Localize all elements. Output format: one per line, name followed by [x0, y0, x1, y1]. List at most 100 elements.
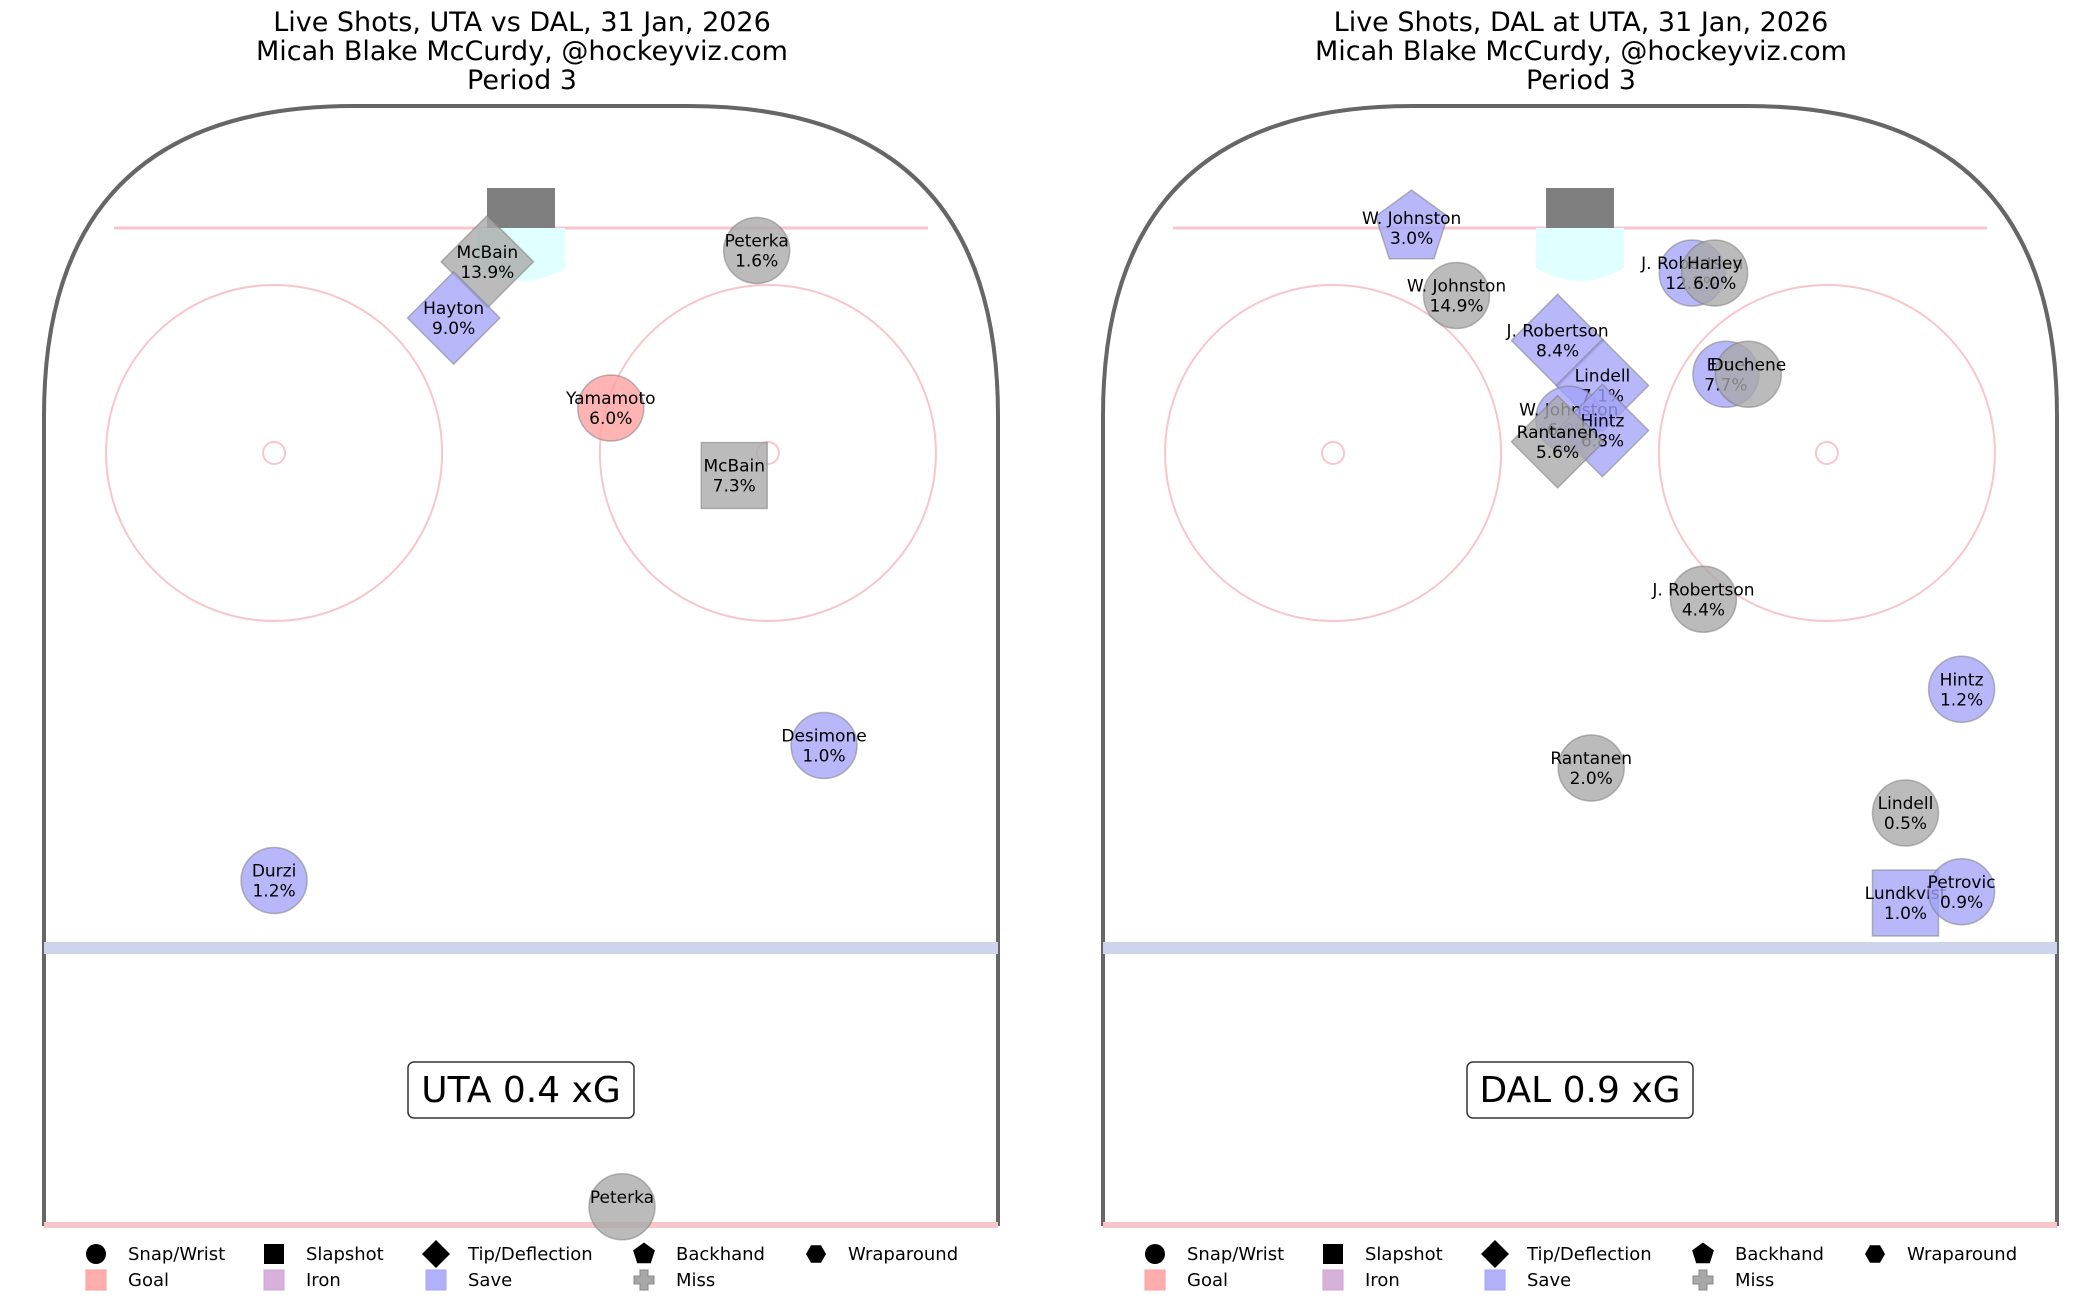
goal-net	[1546, 188, 1614, 228]
shot-circle	[1422, 261, 1491, 330]
faceoff-dot	[1321, 441, 1346, 465]
shot-player-label: Hintz	[1581, 412, 1625, 432]
shot-marker: Peterka	[588, 1173, 656, 1241]
shot-circle	[577, 374, 645, 442]
legend-label: Wraparound	[848, 1244, 958, 1265]
shot-player-label: J. Robertson	[1505, 322, 1608, 342]
left-legend: Snap/Wrist Slapshot Tip/Deflection Backhand…	[85, 1240, 958, 1291]
rink-boards	[42, 104, 1000, 1226]
right-chart-period: Period 3	[1526, 65, 1636, 96]
blue-line	[1103, 942, 2057, 954]
shot-player-label: Desimone	[781, 727, 866, 747]
square-icon	[264, 1244, 284, 1264]
shot-player-label: Lundkvist	[1865, 884, 1947, 904]
diamond-icon	[1481, 1240, 1509, 1268]
shot-xg-label: 4.4%	[1682, 600, 1725, 620]
shot-xg-label: 1.2%	[1940, 690, 1983, 710]
shot-circle	[588, 1173, 656, 1241]
shot-circle	[1927, 655, 1996, 723]
left-chart-subtitle: Micah Blake McCurdy, @hockeyviz.com	[256, 36, 788, 67]
rink-boards	[1101, 104, 2059, 1226]
shot-shape	[1374, 189, 1449, 260]
shot-player-label: Peterka	[590, 1188, 654, 1208]
shot-player-label: McBain	[457, 243, 519, 263]
shot-xg-label: 0.5%	[1884, 814, 1927, 834]
shot-xg-label: 1.6%	[735, 252, 778, 272]
shot-circle	[240, 846, 308, 915]
legend-label: Miss	[1735, 1270, 1774, 1291]
legend-label: Tip/Deflection	[467, 1244, 593, 1265]
left-shots: McBain13.9%Hayton9.0%Peterka1.6%Yamamoto…	[240, 214, 867, 1241]
shot-circle	[1927, 858, 1996, 926]
shot-player-label: Harley	[1687, 254, 1742, 274]
shot-xg-label: 7.3%	[713, 477, 756, 497]
hexagon-icon	[806, 1245, 826, 1263]
legend-label: Slapshot	[1365, 1244, 1443, 1265]
right-chart-title-block: Live Shots, DAL at UTA, 31 Jan, 2026 Mic…	[1081, 8, 2081, 95]
faceoff-dot	[1814, 441, 1839, 465]
diamond-icon	[422, 1240, 450, 1268]
goal-crease	[1536, 228, 1624, 281]
shot-player-label: McBain	[703, 457, 765, 477]
left-chart-title-block: Live Shots, UTA vs DAL, 31 Jan, 2026 Mic…	[22, 8, 1022, 95]
legend-label: Goal	[1187, 1270, 1228, 1291]
shot-player-label: Hayton	[423, 299, 484, 319]
shot-player-label: Peterka	[725, 232, 789, 252]
circle-icon	[86, 1244, 106, 1264]
square-icon	[263, 1269, 285, 1291]
center-red-line	[44, 1222, 998, 1228]
legend-label: Snap/Wrist	[128, 1244, 225, 1265]
shot-xg-label: 6.0%	[589, 409, 632, 429]
legend-label: Iron	[1365, 1270, 1400, 1291]
hexagon-icon	[1865, 1245, 1885, 1263]
shot-circle	[790, 711, 858, 780]
shot-circle	[1557, 734, 1625, 802]
faceoff-circle	[105, 284, 444, 622]
shot-xg-label: 8.4%	[1536, 342, 1579, 362]
shot-player-label: Lindell	[1575, 367, 1631, 387]
faceoff-dot	[262, 441, 287, 465]
right-legend: Snap/Wrist Slapshot Tip/Deflection Backhand…	[1144, 1240, 2017, 1291]
circle-icon	[1145, 1244, 1165, 1264]
square-icon	[1322, 1269, 1344, 1291]
legend-label: Backhand	[676, 1244, 765, 1265]
pentagon-icon	[633, 1242, 655, 1264]
shot-circle	[1714, 340, 1783, 408]
shot-player-label: Hintz	[1940, 670, 1984, 690]
left-chart-title: Live Shots, UTA vs DAL, 31 Jan, 2026	[273, 7, 771, 38]
center-red-line	[1103, 1222, 2057, 1228]
legend-label: Save	[1527, 1270, 1571, 1291]
shot-xg-label: 14.9%	[1430, 297, 1484, 317]
shot-shape	[1510, 394, 1605, 489]
xg-total-box	[407, 1061, 635, 1119]
shot-xg-label: 1.0%	[1884, 904, 1927, 924]
shot-xg-label: 13.9%	[460, 263, 514, 283]
square-icon	[425, 1269, 447, 1291]
square-icon	[1323, 1244, 1343, 1264]
shot-xg-label: 0.9%	[1940, 893, 1983, 913]
shot-circle	[722, 216, 791, 285]
right-chart-title: Live Shots, DAL at UTA, 31 Jan, 2026	[1333, 7, 1829, 38]
shot-player-label: Yamamoto	[565, 389, 655, 409]
shot-player-label: Rantanen	[1517, 423, 1599, 443]
xg-total-label: UTA 0.4 xG	[421, 1070, 621, 1111]
left-rink: McBain13.9%Hayton9.0%Peterka1.6%Yamamoto…	[42, 104, 1000, 1241]
square-icon	[1144, 1269, 1166, 1291]
shot-player-label: Durzi	[252, 862, 297, 882]
legend-label: Miss	[676, 1270, 715, 1291]
legend-label: Snap/Wrist	[1187, 1244, 1284, 1265]
shot-xg-label: 9.0%	[432, 319, 475, 339]
shot-shape	[700, 441, 768, 510]
